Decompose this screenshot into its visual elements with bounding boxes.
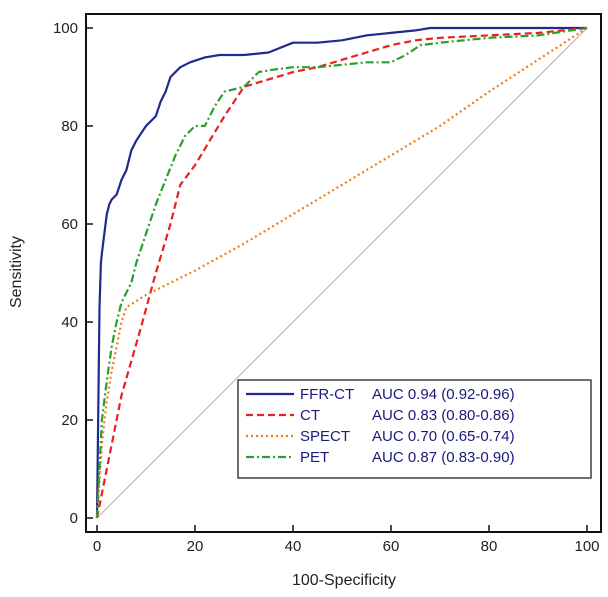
plot-frame bbox=[85, 13, 602, 533]
reference-diagonal-line bbox=[96, 27, 588, 519]
series-line-spect bbox=[95, 27, 588, 519]
y-tick-label: 60 bbox=[61, 216, 78, 233]
y-tick-label: 80 bbox=[61, 118, 78, 135]
x-tick-label: 80 bbox=[481, 538, 498, 555]
y-tick-label: 20 bbox=[61, 412, 78, 429]
series-line-pet bbox=[95, 26, 588, 519]
x-tick-label: 60 bbox=[383, 538, 400, 555]
x-tick-label: 100 bbox=[574, 538, 599, 555]
series-line-ffr-ct bbox=[95, 26, 587, 519]
x-tick-label: 40 bbox=[285, 538, 302, 555]
legend-auc-label: AUC 0.94 (0.92-0.96) bbox=[372, 386, 515, 403]
legend-series-name: SPECT bbox=[300, 428, 350, 445]
x-tick-label: 20 bbox=[187, 538, 204, 555]
legend: FFR-CT AUC 0.94 (0.92-0.96) CT AUC 0.83 (0.… bbox=[237, 379, 592, 479]
x-axis-title: 100-Specificity bbox=[292, 572, 396, 589]
series-line-ct bbox=[95, 26, 588, 519]
legend-auc-label: AUC 0.70 (0.65-0.74) bbox=[372, 428, 515, 445]
legend-auc-label: AUC 0.83 (0.80-0.86) bbox=[372, 407, 515, 424]
legend-series-name: CT bbox=[300, 407, 320, 424]
legend-auc-label: AUC 0.87 (0.83-0.90) bbox=[372, 449, 515, 466]
legend-box bbox=[237, 379, 592, 479]
y-tick-label: 100 bbox=[53, 20, 78, 37]
y-axis-title: Sensitivity bbox=[8, 236, 25, 308]
x-tick-label: 0 bbox=[93, 538, 101, 555]
y-tick-label: 0 bbox=[70, 510, 78, 527]
legend-series-name: PET bbox=[300, 449, 329, 466]
legend-series-name: FFR-CT bbox=[300, 386, 354, 403]
y-tick-label: 40 bbox=[61, 314, 78, 331]
